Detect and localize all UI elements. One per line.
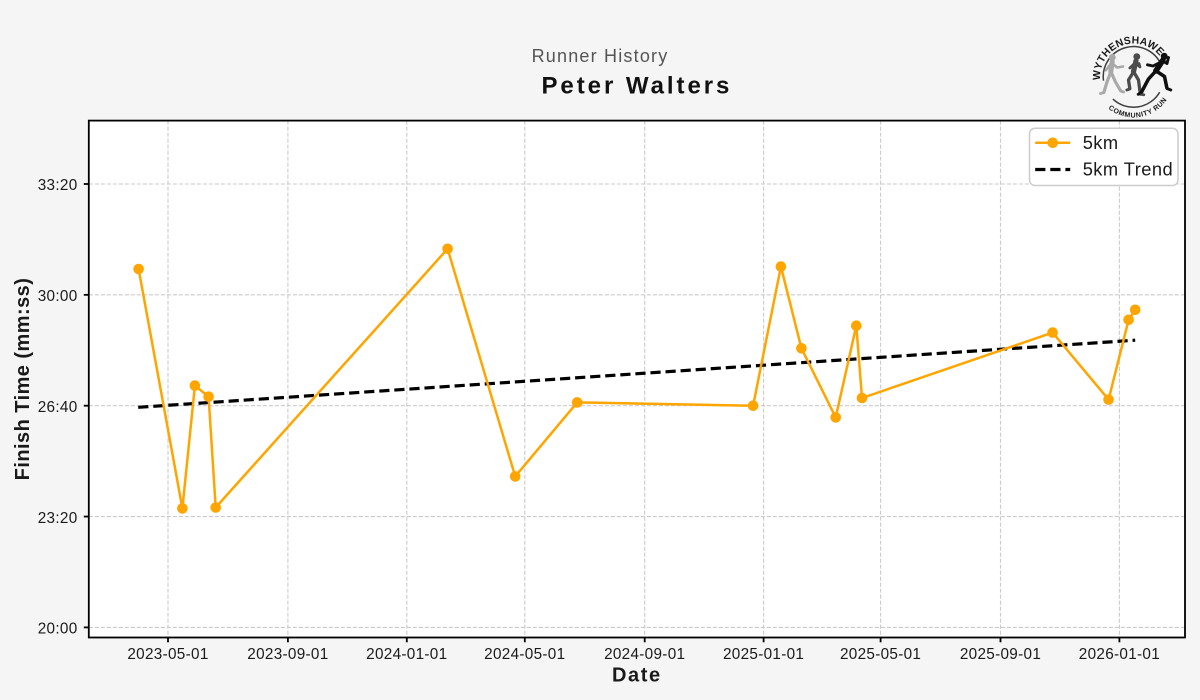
svg-text:5km: 5km [1083, 132, 1119, 153]
svg-text:2023-05-01: 2023-05-01 [127, 646, 208, 663]
svg-text:2025-01-01: 2025-01-01 [723, 646, 804, 663]
svg-text:Runner History: Runner History [532, 46, 669, 66]
svg-text:2023-09-01: 2023-09-01 [247, 646, 328, 663]
svg-text:2024-01-01: 2024-01-01 [366, 646, 447, 663]
svg-text:Peter Walters: Peter Walters [541, 73, 732, 100]
svg-text:Date: Date [612, 665, 662, 687]
svg-text:2025-05-01: 2025-05-01 [840, 646, 921, 663]
svg-text:2026-01-01: 2026-01-01 [1079, 646, 1160, 663]
svg-text:26:40: 26:40 [38, 399, 78, 416]
svg-text:5km Trend: 5km Trend [1083, 159, 1173, 180]
svg-text:23:20: 23:20 [38, 510, 78, 527]
svg-text:2025-09-01: 2025-09-01 [960, 646, 1041, 663]
svg-text:2024-09-01: 2024-09-01 [604, 646, 685, 663]
svg-text:20:00: 20:00 [38, 621, 78, 638]
svg-text:33:20: 33:20 [38, 177, 78, 194]
svg-text:30:00: 30:00 [38, 288, 78, 305]
svg-text:2024-05-01: 2024-05-01 [484, 646, 565, 663]
svg-text:Finish Time (mm:ss): Finish Time (mm:ss) [12, 278, 34, 481]
